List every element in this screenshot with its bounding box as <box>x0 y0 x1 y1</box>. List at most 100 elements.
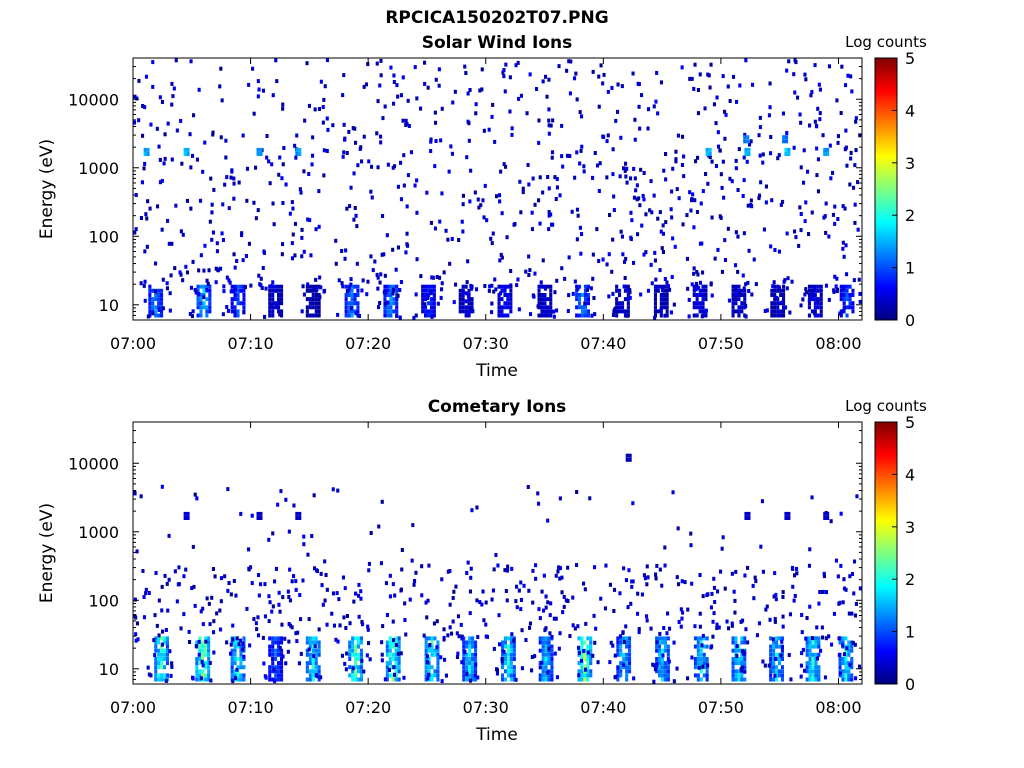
heatmap-cell <box>547 77 551 82</box>
heatmap-cell <box>737 297 741 302</box>
heatmap-cell <box>780 636 784 641</box>
heatmap-cell <box>818 87 822 92</box>
heatmap-cell <box>271 313 275 318</box>
heatmap-cell <box>306 217 310 222</box>
heatmap-cell <box>195 157 199 162</box>
heatmap-cell <box>233 313 237 318</box>
heatmap-cell <box>755 633 759 638</box>
heatmap-cell <box>646 288 650 293</box>
heatmap-cell <box>201 622 205 627</box>
heatmap-cell <box>202 293 206 297</box>
heatmap-cell <box>819 309 823 314</box>
heatmap-cell <box>308 640 312 645</box>
heatmap-cell <box>379 140 383 145</box>
heatmap-cell <box>225 640 229 645</box>
heatmap-cell <box>396 651 400 656</box>
heatmap-cell <box>740 301 744 306</box>
heatmap-cell <box>298 187 302 192</box>
heatmap-cell <box>133 490 137 495</box>
heatmap-cell <box>661 231 665 236</box>
heatmap-cell <box>811 677 815 682</box>
heatmap-cell <box>737 648 741 653</box>
heatmap-cell <box>758 115 762 120</box>
heatmap-cell <box>359 648 363 653</box>
heatmap-cell <box>424 644 428 649</box>
heatmap-cell <box>277 648 281 653</box>
heatmap-cell <box>693 673 697 678</box>
heatmap-cell <box>201 169 205 174</box>
heatmap-cell <box>817 665 821 670</box>
heatmap-cell <box>583 313 587 318</box>
heatmap-cell <box>209 176 213 181</box>
heatmap-cell <box>558 566 562 571</box>
heatmap-cell <box>137 78 141 83</box>
heatmap-cell <box>465 661 469 666</box>
heatmap-cell <box>497 313 501 318</box>
heatmap-cell <box>392 101 396 106</box>
heatmap-cell <box>357 636 361 641</box>
heatmap-cell <box>256 152 260 156</box>
heatmap-cell <box>218 608 222 613</box>
heatmap-cell <box>348 621 352 626</box>
heatmap-cell <box>191 259 195 264</box>
heatmap-cell <box>177 565 181 570</box>
x-tick-label: 07:30 <box>463 698 509 717</box>
heatmap-cell <box>528 72 532 77</box>
heatmap-cell <box>379 561 383 566</box>
heatmap-cell <box>311 669 315 674</box>
heatmap-cell <box>842 301 846 306</box>
heatmap-cell <box>395 309 399 314</box>
heatmap-cell <box>650 210 654 215</box>
heatmap-cell <box>354 311 358 316</box>
heatmap-cell <box>314 673 318 677</box>
heatmap-cell <box>813 301 817 306</box>
heatmap-cell <box>661 223 665 228</box>
heatmap-cell <box>521 190 525 195</box>
heatmap-cell <box>758 153 762 158</box>
heatmap-cell <box>295 152 299 156</box>
heatmap-cell <box>493 139 497 144</box>
heatmap-cell <box>311 135 315 140</box>
heatmap-cell <box>853 559 857 564</box>
heatmap-cell <box>512 644 516 649</box>
heatmap-cell <box>192 113 196 118</box>
heatmap-cell <box>697 286 701 290</box>
heatmap-cell <box>154 677 158 682</box>
heatmap-cell <box>711 619 715 624</box>
heatmap-cell <box>583 652 587 657</box>
heatmap-cell <box>438 275 442 280</box>
heatmap-cell <box>772 594 776 599</box>
heatmap-cell <box>699 657 703 661</box>
heatmap-cell <box>737 288 741 293</box>
heatmap-cell <box>537 118 541 123</box>
heatmap-cell <box>482 128 486 133</box>
heatmap-cell <box>579 251 583 256</box>
heatmap-cell <box>314 669 318 674</box>
heatmap-cell <box>528 268 532 273</box>
heatmap-cell <box>383 301 387 306</box>
heatmap-cell <box>323 288 327 293</box>
heatmap-cell <box>628 290 632 295</box>
heatmap-cell <box>419 274 423 279</box>
heatmap-cell <box>154 665 158 670</box>
heatmap-cell <box>360 619 364 624</box>
heatmap-cell <box>751 583 755 588</box>
heatmap-cell <box>811 669 815 674</box>
heatmap-cell <box>160 642 164 647</box>
heatmap-cell <box>299 617 303 622</box>
heatmap-cell <box>382 252 386 257</box>
heatmap-cell <box>170 102 174 107</box>
heatmap-cell <box>185 270 189 275</box>
heatmap-cell <box>148 297 152 302</box>
heatmap-cell <box>359 661 363 666</box>
heatmap-cell <box>781 300 785 304</box>
heatmap-cell <box>568 154 572 158</box>
heatmap-cell <box>453 89 457 94</box>
heatmap-cell <box>353 206 357 210</box>
heatmap-cell <box>278 312 282 317</box>
heatmap-cell <box>705 657 709 661</box>
heatmap-cell <box>347 309 351 314</box>
heatmap-cell <box>844 677 848 682</box>
heatmap-cell <box>705 673 709 678</box>
heatmap-cell <box>817 652 821 657</box>
